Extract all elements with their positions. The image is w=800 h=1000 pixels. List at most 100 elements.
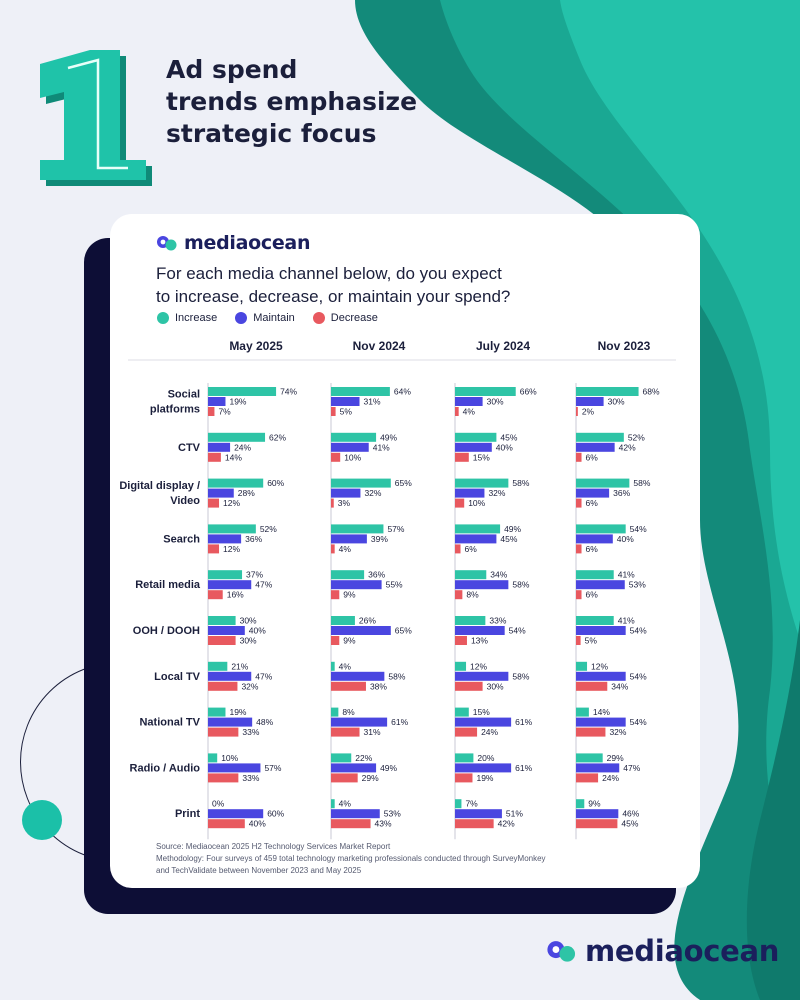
chart-question: For each media channel below, do you exp… [156,262,676,308]
bar-maintain [331,717,388,727]
data-label: 41% [618,570,635,580]
bar-decrease [576,727,606,737]
data-label: 58% [512,671,529,681]
data-label: 30% [608,397,625,407]
bar-maintain [208,671,252,681]
card-brand-name: mediaocean [184,232,311,254]
bar-decrease [208,590,223,600]
data-label: 30% [487,397,504,407]
bar-increase [208,707,226,717]
data-label: 12% [470,661,487,671]
bar-increase [331,387,390,396]
data-label: 33% [489,616,506,626]
bar-decrease [576,773,599,783]
data-label: 32% [241,681,258,691]
data-label: 2% [582,407,595,417]
data-label: 22% [355,753,372,763]
question-line-1: For each media channel below, do you exp… [156,264,502,283]
bar-increase [455,707,469,717]
bar-maintain [331,671,385,681]
panel-header: May 2025 [229,339,283,353]
bar-decrease [331,544,335,554]
bar-increase [208,661,228,671]
headline-line-3: strategic focus [166,119,377,148]
bar-maintain [455,534,497,544]
data-label: 16% [227,590,244,600]
legend-increase: Increase [157,312,217,324]
panel-header: July 2024 [476,339,530,353]
bar-increase [455,753,474,763]
data-label: 49% [504,524,521,534]
bar-increase [455,616,486,625]
bar-increase [455,570,487,580]
data-label: 65% [395,478,412,488]
data-label: 29% [607,753,624,763]
data-label: 41% [373,442,390,452]
question-line-2: to increase, decrease, or maintain your … [156,287,511,306]
category-label: Video [170,495,200,507]
data-label: 30% [487,681,504,691]
data-label: 33% [242,727,259,737]
data-label: 54% [630,717,647,727]
bar-maintain [455,488,485,498]
data-label: 40% [496,442,513,452]
bar-decrease [576,590,582,600]
category-label: Search [163,533,200,545]
bar-maintain [455,626,505,635]
data-label: 9% [588,799,601,809]
data-label: 10% [468,498,485,508]
bar-decrease [208,681,238,691]
data-label: 61% [391,717,408,727]
data-label: 60% [267,809,284,819]
bar-decrease [455,819,494,829]
data-label: 34% [611,681,628,691]
bar-increase [576,432,624,442]
data-label: 49% [380,763,397,773]
data-label: 60% [267,478,284,488]
bar-decrease [455,681,483,691]
bar-increase [331,616,355,625]
bar-decrease [455,773,473,783]
bar-maintain [576,626,626,635]
data-label: 52% [260,524,277,534]
bar-maintain [576,397,604,406]
data-label: 6% [586,590,599,600]
bar-maintain [208,442,231,452]
data-label: 58% [512,580,529,590]
data-label: 55% [386,580,403,590]
legend-increase-swatch [157,312,169,324]
data-label: 19% [476,773,493,783]
data-label: 6% [586,544,599,554]
bar-decrease [331,636,340,645]
bar-decrease [576,819,618,829]
bar-increase [331,570,365,580]
bar-decrease [208,407,215,416]
chart-card: mediaocean For each media channel below,… [110,214,700,888]
data-label: 7% [465,799,478,809]
data-label: 4% [339,661,352,671]
data-label: 4% [339,544,352,554]
data-label: 24% [481,727,498,737]
bar-decrease [576,544,582,554]
bar-maintain [331,397,360,406]
bar-increase [331,432,377,442]
legend-decrease-swatch [312,312,325,324]
data-label: 28% [238,488,255,498]
bar-maintain [455,671,509,681]
bar-maintain [208,809,264,819]
bar-maintain [208,626,245,635]
bar-increase [208,616,236,625]
bar-decrease [455,452,469,462]
badge-face [40,50,146,180]
data-label: 68% [643,387,660,397]
bar-decrease [331,819,371,829]
data-label: 21% [231,661,248,671]
data-label: 38% [370,681,387,691]
card-brand-logo: mediaocean [156,232,310,254]
bar-increase [576,478,630,488]
chart-legend: Increase Maintain Decrease [157,312,378,324]
legend-maintain: Maintain [235,312,295,324]
bar-decrease [208,452,221,462]
footnote-methodology-2: and TechValidate between November 2023 a… [156,866,362,875]
data-label: 10% [344,452,361,462]
